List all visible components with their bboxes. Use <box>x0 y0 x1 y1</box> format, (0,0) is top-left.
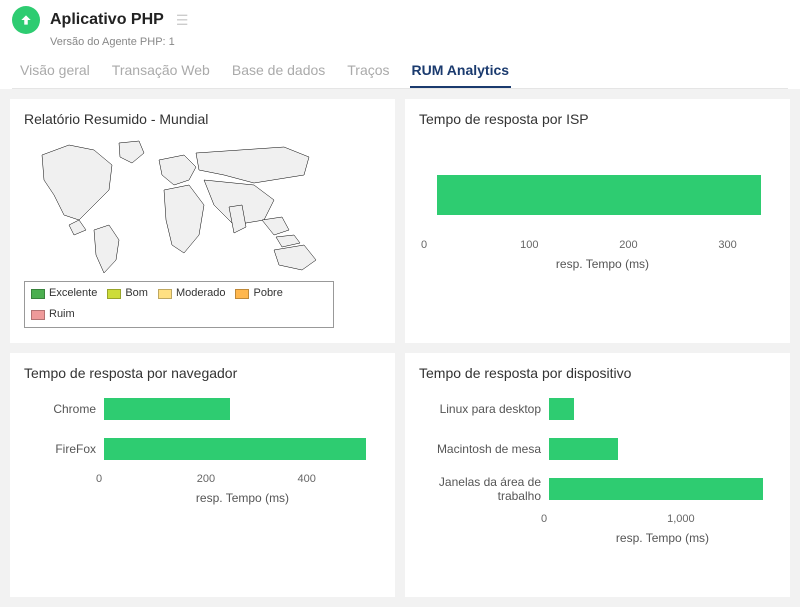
axis-tick: 400 <box>297 473 315 485</box>
panel-title: Tempo de resposta por ISP <box>419 111 776 127</box>
app-subtitle: Versão do Agente PHP: 1 <box>50 36 788 48</box>
bar-row: FireFox <box>34 429 381 469</box>
legend-label: Ruim <box>49 307 75 322</box>
panel-world-summary: Relatório Resumido - Mundial <box>10 99 395 343</box>
legend-item: Excelente <box>31 286 97 301</box>
bar-label: Janelas da área de trabalho <box>429 475 549 504</box>
tab-rum-analytics[interactable]: RUM Analytics <box>410 56 512 88</box>
bar-row <box>429 155 776 235</box>
status-up-icon <box>12 6 40 34</box>
bar-label: Linux para desktop <box>429 402 549 416</box>
panel-title: Tempo de resposta por navegador <box>24 365 381 381</box>
legend-item: Ruim <box>31 307 75 322</box>
legend-label: Bom <box>125 286 148 301</box>
panel-device: Tempo de resposta por dispositivo Linux … <box>405 353 790 597</box>
bar-row: Janelas da área de trabalho <box>429 469 776 509</box>
bar-row: Macintosh de mesa <box>429 429 776 469</box>
legend-swatch <box>158 289 172 299</box>
axis-label: resp. Tempo (ms) <box>549 531 776 545</box>
panel-title: Tempo de resposta por dispositivo <box>419 365 776 381</box>
legend-item: Pobre <box>235 286 282 301</box>
legend-swatch <box>31 289 45 299</box>
axis-tick: 0 <box>96 473 102 485</box>
bar-label: Chrome <box>34 402 104 416</box>
bar-fill <box>549 438 618 460</box>
bar-track <box>104 438 381 460</box>
bar-track <box>549 438 776 460</box>
bar-row: Linux para desktop <box>429 389 776 429</box>
bar-track <box>549 478 776 500</box>
axis-label: resp. Tempo (ms) <box>429 257 776 271</box>
legend-swatch <box>31 310 45 320</box>
axis-tick: 200 <box>619 239 637 251</box>
bar-row: Chrome <box>34 389 381 429</box>
dashboard-grid: Relatório Resumido - Mundial <box>0 89 800 607</box>
bar-fill <box>104 398 230 420</box>
tab-transação-web[interactable]: Transação Web <box>110 56 212 88</box>
legend-item: Moderado <box>158 286 226 301</box>
panel-title: Relatório Resumido - Mundial <box>24 111 381 127</box>
tabs: Visão geral Transação Web Base de dados Tra… <box>12 56 788 89</box>
axis-tick: 1,000 <box>667 513 695 525</box>
legend-swatch <box>235 289 249 299</box>
app-title: Aplicativo PHP <box>50 11 164 29</box>
x-axis: 01,000 <box>549 513 776 527</box>
tab-visão-geral[interactable]: Visão geral <box>18 56 92 88</box>
legend-swatch <box>107 289 121 299</box>
tab-traços[interactable]: Traços <box>345 56 391 88</box>
bar-label: FireFox <box>34 442 104 456</box>
legend-label: Pobre <box>253 286 282 301</box>
axis-tick: 0 <box>541 513 547 525</box>
header: Aplicativo PHP ☰ Versão do Agente PHP: 1… <box>0 0 800 89</box>
bar-label: Macintosh de mesa <box>429 442 549 456</box>
bar-track <box>549 398 776 420</box>
bar-fill <box>549 478 763 500</box>
legend-label: Moderado <box>176 286 226 301</box>
panel-browser: Tempo de resposta por navegador Chrome Fi… <box>10 353 395 597</box>
title-row: Aplicativo PHP ☰ <box>12 6 788 34</box>
axis-label: resp. Tempo (ms) <box>104 491 381 505</box>
map-legend: Excelente Bom Moderado Pobre Ruim <box>24 281 334 328</box>
bar-fill <box>104 438 366 460</box>
axis-tick: 300 <box>718 239 736 251</box>
axis-tick: 0 <box>421 239 427 251</box>
axis-tick: 100 <box>520 239 538 251</box>
bar-fill <box>437 175 761 215</box>
legend-label: Excelente <box>49 286 97 301</box>
axis-tick: 200 <box>197 473 215 485</box>
menu-icon[interactable]: ☰ <box>176 12 189 29</box>
tab-base-de-dados[interactable]: Base de dados <box>230 56 327 88</box>
bar-fill <box>549 398 574 420</box>
bar-track <box>437 175 776 215</box>
x-axis: 0200400 <box>104 473 381 487</box>
world-map <box>24 135 324 275</box>
x-axis: 0100200300 <box>429 239 776 253</box>
bar-track <box>104 398 381 420</box>
panel-isp: Tempo de resposta por ISP 0 100 200 300 resp… <box>405 99 790 343</box>
legend-item: Bom <box>107 286 148 301</box>
